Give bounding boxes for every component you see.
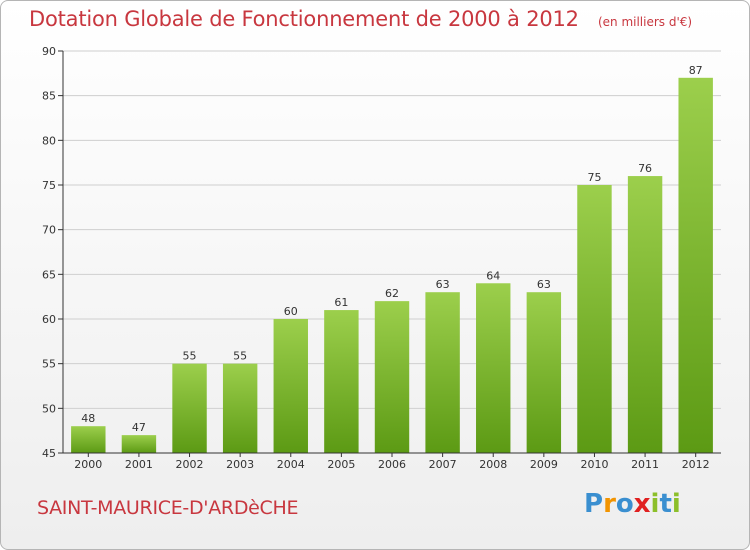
x-tick-label: 2001: [125, 458, 153, 471]
data-label: 63: [436, 278, 450, 291]
bar: [121, 435, 157, 453]
y-tick-label: 45: [42, 447, 56, 460]
bar: [678, 77, 713, 454]
data-label: 48: [81, 412, 95, 425]
chart-title: Dotation Globale de Fonctionnement de 20…: [29, 7, 579, 31]
commune-name: SAINT-MAURICE-D'ARDèCHE: [37, 497, 299, 519]
y-tick-label: 55: [42, 358, 56, 371]
x-tick-label: 2009: [530, 458, 558, 471]
logo-letter: r: [603, 489, 616, 519]
data-label: 62: [385, 287, 399, 300]
logo-letter: o: [615, 489, 634, 519]
logo-letter: x: [633, 489, 651, 519]
data-label: 55: [233, 350, 247, 363]
data-label: 47: [132, 421, 146, 434]
y-tick-label: 65: [42, 268, 56, 281]
bar: [374, 301, 410, 453]
x-tick-label: 2012: [682, 458, 710, 471]
logo-letter: P: [584, 489, 604, 519]
data-label: 61: [334, 296, 348, 309]
x-tick-label: 2006: [378, 458, 406, 471]
y-tick-label: 85: [42, 90, 56, 103]
bar: [476, 283, 511, 453]
logo-letter: t: [659, 489, 672, 519]
y-tick-label: 75: [42, 179, 56, 192]
y-tick-label: 60: [42, 313, 56, 326]
x-tick-label: 2003: [226, 458, 254, 471]
unit-note: (en milliers d'€): [597, 15, 693, 29]
y-tick-label: 90: [42, 45, 56, 58]
bar: [71, 426, 106, 453]
bar: [273, 319, 308, 453]
y-tick-label: 80: [42, 134, 56, 147]
x-tick-label: 2002: [176, 458, 204, 471]
x-tick-label: 2004: [277, 458, 305, 471]
bar: [172, 363, 207, 453]
bar: [627, 176, 663, 454]
data-label: 55: [183, 350, 197, 363]
title-row: Dotation Globale de Fonctionnement de 20…: [29, 7, 692, 31]
data-label: 87: [689, 64, 703, 77]
x-tick-label: 2011: [631, 458, 659, 471]
data-label: 63: [537, 278, 551, 291]
x-tick-label: 2000: [74, 458, 102, 471]
x-tick-label: 2008: [479, 458, 507, 471]
data-label: 64: [486, 269, 500, 282]
bar: [425, 292, 460, 453]
logo-letter: i: [671, 489, 681, 519]
x-tick-label: 2007: [429, 458, 457, 471]
logo-letter: i: [650, 489, 660, 519]
proxiti-logo[interactable]: Proxiti: [584, 489, 681, 519]
data-label: 60: [284, 305, 298, 318]
x-tick-label: 2010: [580, 458, 608, 471]
x-tick-label: 2005: [327, 458, 355, 471]
axis-layer: 45 50 55 60 65 70 75 80 85 90 2000 2001 2002 2003 2004…: [42, 45, 721, 471]
y-tick-label: 70: [42, 224, 56, 237]
bar: [222, 363, 258, 453]
bar: [324, 310, 359, 453]
bar: [526, 292, 562, 453]
data-label: 75: [587, 171, 601, 184]
label-layer: 48 47 55 55 60 61 62 63 64 63 75 76 87: [81, 64, 702, 434]
data-label: 76: [638, 162, 652, 175]
bar: [577, 185, 612, 453]
y-tick-label: 50: [42, 402, 56, 415]
bar-layer: [71, 77, 713, 454]
